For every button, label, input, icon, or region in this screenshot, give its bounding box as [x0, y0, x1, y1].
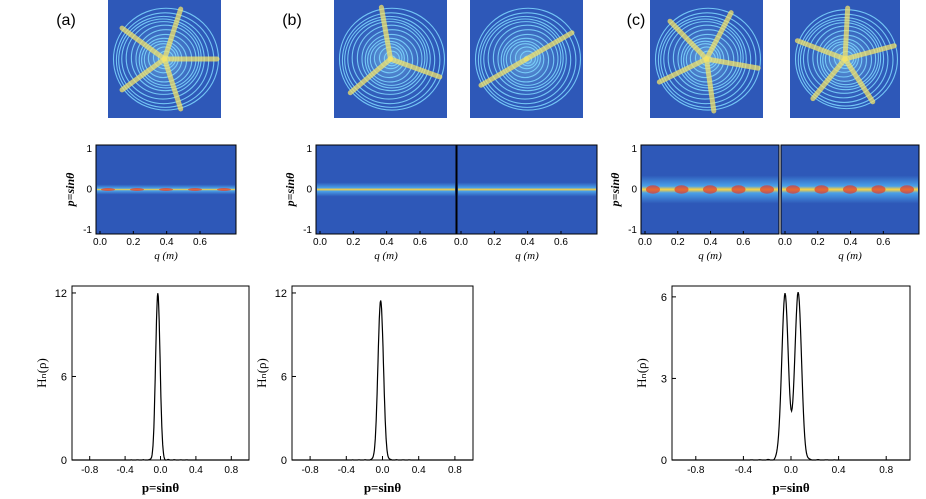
- wave-pattern-image: [650, 0, 763, 118]
- x-tick-label: -0.4: [116, 465, 134, 476]
- husimi-x-tick: 0.4: [844, 237, 858, 248]
- husimi-y-tick: 1: [86, 144, 92, 155]
- x-tick-label: -0.8: [301, 465, 319, 476]
- x-tick-label: 0.0: [154, 465, 168, 476]
- husimi-y-tick: -1: [83, 225, 92, 236]
- husimi-panel-group: 0.0 0.2 0.4 0.6 0.0 0.2 0.4 0.6 1 0 -1 p=sinθ q (m) q…: [283, 144, 598, 262]
- y-tick-label: 3: [661, 373, 667, 385]
- x-tick-label: 0.4: [412, 465, 426, 476]
- husimi-x-tick: 0.2: [126, 237, 140, 248]
- husimi-y-tick: 1: [306, 144, 312, 155]
- x-tick-label: -0.8: [81, 465, 99, 476]
- husimi-x-tick: 0.0: [778, 237, 792, 248]
- husimi-x-tick: 0.0: [638, 237, 652, 248]
- husimi-x-tick: 0.2: [811, 237, 825, 248]
- husimi-y-tick: -1: [303, 225, 312, 236]
- y-axis-label: Hₙ(ρ): [254, 358, 269, 388]
- husimi-x-label: q (m): [838, 250, 862, 262]
- plot-frame: [671, 285, 911, 461]
- x-tick-label: 0.4: [189, 465, 203, 476]
- x-axis-label: p=sinθ: [364, 480, 402, 495]
- y-axis-label: Hₙ(ρ): [34, 358, 49, 388]
- wave-pattern-image: [790, 0, 900, 118]
- wave-pattern-image: [108, 0, 221, 118]
- x-tick-label: 0.8: [448, 465, 462, 476]
- husimi-x-tick: 0.2: [671, 237, 685, 248]
- husimi-x-tick: 0.4: [521, 237, 535, 248]
- wave-pattern-image: [470, 0, 583, 118]
- husimi-y-label: p=sinθ: [283, 172, 297, 208]
- distribution-plot: 0 3 6 -0.8 -0.4 0.0 0.4 0.8 p=sinθ Hₙ(ρ): [634, 285, 911, 495]
- distribution-plot: 0 6 12 -0.8 -0.4 0.0 0.4 0.8 p=sinθ Hₙ(ρ): [34, 285, 250, 495]
- husimi-x-tick: 0.4: [380, 237, 394, 248]
- husimi-y-tick: 0: [631, 185, 637, 196]
- husimi-x-tick: 0.2: [346, 237, 360, 248]
- x-tick-label: -0.8: [687, 465, 705, 476]
- husimi-y-tick: 0: [86, 185, 92, 196]
- y-tick-label: 6: [61, 371, 67, 383]
- plot-frame: [291, 285, 474, 461]
- x-tick-label: -0.4: [735, 465, 753, 476]
- distribution-plot: 0 6 12 -0.8 -0.4 0.0 0.4 0.8 p=sinθ Hₙ(ρ): [254, 285, 474, 495]
- husimi-y-tick: -1: [628, 225, 637, 236]
- y-tick-label: 6: [661, 292, 667, 304]
- distribution-curve: [672, 291, 910, 461]
- husimi-x-tick: 0.6: [876, 237, 890, 248]
- husimi-panel-group: 0.0 0.2 0.4 0.6 0.0 0.2 0.4 0.6 1 0 -1 p=sinθ q (m) q…: [608, 144, 920, 262]
- husimi-x-label: q (m): [698, 250, 722, 262]
- husimi-y-tick: 1: [631, 144, 637, 155]
- y-tick-label: 12: [275, 288, 287, 300]
- y-tick-label: 0: [281, 455, 287, 467]
- husimi-y-tick: 0: [306, 185, 312, 196]
- x-tick-label: 0.0: [784, 465, 798, 476]
- x-tick-label: -0.4: [338, 465, 356, 476]
- y-tick-label: 6: [281, 371, 287, 383]
- panel-label-a: (a): [56, 12, 76, 29]
- distribution-curve: [292, 300, 473, 461]
- husimi-x-tick: 0.6: [413, 237, 427, 248]
- husimi-x-tick: 0.6: [736, 237, 750, 248]
- husimi-y-label: p=sinθ: [608, 172, 622, 208]
- x-axis-label: p=sinθ: [772, 480, 810, 495]
- husimi-panel-group: 0.0 0.2 0.4 0.6 1 0 -1 p=sinθ q (m): [63, 144, 237, 262]
- y-tick-label: 0: [61, 455, 67, 467]
- husimi-x-label: q (m): [515, 250, 539, 262]
- x-tick-label: 0.4: [832, 465, 846, 476]
- husimi-x-label: q (m): [154, 250, 178, 262]
- husimi-x-tick: 0.4: [160, 237, 174, 248]
- wave-pattern-image: [334, 0, 447, 118]
- x-tick-label: 0.0: [376, 465, 390, 476]
- distribution-curve: [72, 293, 249, 461]
- husimi-x-tick: 0.6: [193, 237, 207, 248]
- husimi-x-label: q (m): [374, 250, 398, 262]
- husimi-x-tick: 0.2: [487, 237, 501, 248]
- husimi-y-label: p=sinθ: [63, 172, 77, 208]
- y-tick-label: 0: [661, 455, 667, 467]
- x-tick-label: 0.8: [879, 465, 893, 476]
- x-tick-label: 0.8: [224, 465, 238, 476]
- x-axis-label: p=sinθ: [142, 480, 180, 495]
- husimi-x-tick: 0.6: [554, 237, 568, 248]
- y-tick-label: 12: [55, 288, 67, 300]
- panel-label-c: (c): [627, 12, 646, 29]
- husimi-x-tick: 0.0: [313, 237, 327, 248]
- husimi-x-tick: 0.0: [454, 237, 468, 248]
- y-axis-label: Hₙ(ρ): [634, 358, 649, 388]
- panel-label-b: (b): [282, 12, 302, 29]
- husimi-x-tick: 0.4: [704, 237, 718, 248]
- husimi-x-tick: 0.0: [93, 237, 107, 248]
